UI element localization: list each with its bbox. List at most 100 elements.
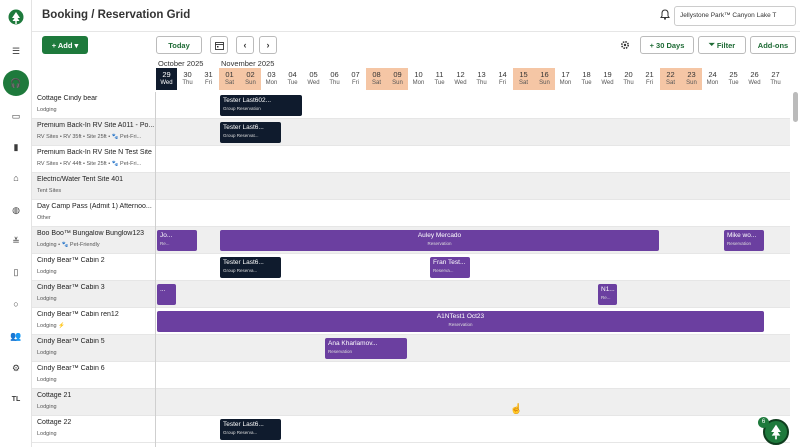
reservation-block[interactable]: A1NTest1 Oct23 Reservation <box>157 311 764 332</box>
day-column-header[interactable]: 20 Thu <box>618 68 639 90</box>
day-column-header[interactable]: 14 Fri <box>492 68 513 90</box>
site-name[interactable]: Cottage Cindy bear <box>37 95 98 102</box>
sidebar-item-globe[interactable]: ◍ <box>0 199 32 221</box>
site-row[interactable]: Premium Back-In RV Site A011 - Po... RV S… <box>32 119 790 146</box>
reservation-block[interactable]: Mike wo... Reservation <box>724 230 764 251</box>
site-row[interactable]: Day Camp Pass (Admit 1) Afternoo... Other <box>32 200 790 227</box>
site-row[interactable]: Cindy Bear™ Cabin 6 Lodging <box>32 362 790 389</box>
park-selector[interactable]: Jellystone Park™ Canyon Lake T <box>674 6 796 26</box>
site-name[interactable]: Cindy Bear™ Cabin 5 <box>37 338 105 345</box>
reservation-type: Re... <box>601 295 611 300</box>
reservation-block[interactable]: Fran Test... Reserva... <box>430 257 470 278</box>
reservation-block[interactable]: Jo... Re... <box>157 230 197 251</box>
site-name[interactable]: Premium Back-In RV Site A011 - Po... <box>37 122 155 129</box>
site-row[interactable]: Cindy Bear™ Cabin 5 Lodging <box>32 335 790 362</box>
sidebar-item-building[interactable]: ⌂ <box>0 167 32 189</box>
day-column-header[interactable]: 25 Tue <box>723 68 744 90</box>
day-column-header[interactable]: 06 Thu <box>324 68 345 90</box>
previous-button[interactable]: ‹ <box>236 36 254 54</box>
reservation-guest-name: N1... <box>601 286 615 293</box>
filter-button[interactable]: ⏷ Filter <box>698 36 746 54</box>
sidebar-item-bar-chart[interactable]: ▮ <box>0 136 32 158</box>
day-column-header[interactable]: 09 Sun <box>387 68 408 90</box>
day-column-header[interactable]: 12 Wed <box>450 68 471 90</box>
day-column-header[interactable]: 10 Mon <box>408 68 429 90</box>
gear-icon[interactable] <box>620 40 630 50</box>
user-initials: TL <box>11 395 21 403</box>
reservation-guest-name: Ana Kharlamov... <box>328 340 378 347</box>
day-number: 18 <box>582 70 591 79</box>
day-column-header[interactable]: 23 Sun <box>681 68 702 90</box>
site-name[interactable]: Premium Back-In RV Site N Test Site <box>37 149 152 156</box>
add-button[interactable]: + Add ▾ <box>42 36 88 54</box>
site-name[interactable]: Boo Boo™ Bungalow Bunglow123 <box>37 230 145 237</box>
add-ons-button[interactable]: Add-ons <box>750 36 796 54</box>
day-column-header[interactable]: 18 Tue <box>576 68 597 90</box>
day-column-header[interactable]: 17 Mon <box>555 68 576 90</box>
site-name[interactable]: Cottage 21 <box>37 392 72 399</box>
reservation-block[interactable]: ... <box>157 284 176 305</box>
day-column-header[interactable]: 31 Fri <box>198 68 219 90</box>
sidebar-item-map[interactable]: ▯ <box>0 261 32 283</box>
day-column-header[interactable]: 26 Wed <box>744 68 765 90</box>
site-name[interactable]: Day Camp Pass (Admit 1) Afternoo... <box>37 203 152 210</box>
next-button[interactable]: › <box>259 36 277 54</box>
sidebar-item-menu[interactable]: ☰ <box>0 40 32 62</box>
weekday-label: Thu <box>770 80 781 86</box>
reservation-block[interactable]: N1... Re... <box>598 284 617 305</box>
today-button[interactable]: Today <box>156 36 202 54</box>
reservation-block[interactable]: Tester Last6... Group Reserva... <box>220 257 281 278</box>
sidebar-item-sliders[interactable]: ≚ <box>0 230 32 252</box>
day-column-header[interactable]: 08 Sat <box>366 68 387 90</box>
sidebar-item-gear[interactable]: ⚙ <box>0 357 32 379</box>
day-column-header[interactable]: 21 Fri <box>639 68 660 90</box>
calendar-picker-button[interactable] <box>210 36 228 54</box>
site-row[interactable]: Cindy Bear™ Cabin 2 Lodging <box>32 254 790 281</box>
day-column-header[interactable]: 03 Mon <box>261 68 282 90</box>
site-name[interactable]: Electric/Water Tent Site 401 <box>37 176 123 183</box>
day-column-header[interactable]: 15 Sat <box>513 68 534 90</box>
sidebar-item-headset[interactable]: 🎧 <box>0 70 32 96</box>
bell-icon[interactable] <box>660 9 670 20</box>
site-row[interactable]: Premium Back-In RV Site N Test Site RV Si… <box>32 146 790 173</box>
site-row[interactable]: Electric/Water Tent Site 401 Tent Sites <box>32 173 790 200</box>
site-name[interactable]: Cindy Bear™ Cabin 6 <box>37 365 105 372</box>
site-row[interactable]: Cottage 22 Lodging <box>32 416 790 443</box>
site-row[interactable]: Cottage Cindy bear Lodging <box>32 92 790 119</box>
reservation-block[interactable]: Tester Last602... Group Reservation <box>220 95 302 116</box>
day-column-header[interactable]: 13 Thu <box>471 68 492 90</box>
sidebar-item-circle[interactable]: ○ <box>0 293 32 315</box>
day-column-header[interactable]: 11 Tue <box>429 68 450 90</box>
day-column-header[interactable]: 01 Sat <box>219 68 240 90</box>
reservation-block[interactable]: Tester Last6... Group Reservat... <box>220 122 281 143</box>
day-column-header[interactable]: 07 Fri <box>345 68 366 90</box>
sidebar-item-user-initials[interactable]: TL <box>0 388 32 410</box>
reservation-block[interactable]: Ana Kharlamov... Reservation <box>325 338 407 359</box>
sidebar-item-users[interactable]: 👥 <box>0 325 32 347</box>
site-name[interactable]: Cindy Bear™ Cabin ren12 <box>37 311 119 318</box>
tree-logo-icon[interactable] <box>8 9 24 27</box>
day-column-header[interactable]: 19 Wed <box>597 68 618 90</box>
site-name[interactable]: Cottage 22 <box>37 419 72 426</box>
day-number: 02 <box>246 70 255 79</box>
site-row[interactable]: Cindy Bear™ Cabin ren12 Lodging ⚡ <box>32 308 790 335</box>
vertical-scrollbar[interactable] <box>793 92 798 122</box>
reservation-block[interactable]: Tester Last6... Group Reserva... <box>220 419 281 440</box>
site-name[interactable]: Cindy Bear™ Cabin 3 <box>37 284 105 291</box>
top-bar: Booking / Reservation Grid Jellystone Pa… <box>32 0 800 32</box>
site-name[interactable]: Cindy Bear™ Cabin 2 <box>37 257 105 264</box>
day-column-header[interactable]: 27 Thu <box>765 68 786 90</box>
sidebar-item-card[interactable]: ▭ <box>0 105 32 127</box>
day-column-header[interactable]: 04 Tue <box>282 68 303 90</box>
day-column-header[interactable]: 24 Mon <box>702 68 723 90</box>
day-column-header[interactable]: 05 Wed <box>303 68 324 90</box>
add-30-days-button[interactable]: + 30 Days <box>640 36 694 54</box>
reservation-block[interactable]: Auley Mercado Reservation <box>220 230 659 251</box>
day-column-header[interactable]: 29 Wed <box>156 68 177 90</box>
day-column-header[interactable]: 22 Sat <box>660 68 681 90</box>
day-column-header[interactable]: 16 Sun <box>534 68 555 90</box>
site-row[interactable]: Cottage 21 Lodging <box>32 389 790 416</box>
day-column-header[interactable]: 02 Sun <box>240 68 261 90</box>
reservation-grid: Cottage Cindy bear Lodging Premium Back-In… <box>32 92 790 447</box>
day-column-header[interactable]: 30 Thu <box>177 68 198 90</box>
